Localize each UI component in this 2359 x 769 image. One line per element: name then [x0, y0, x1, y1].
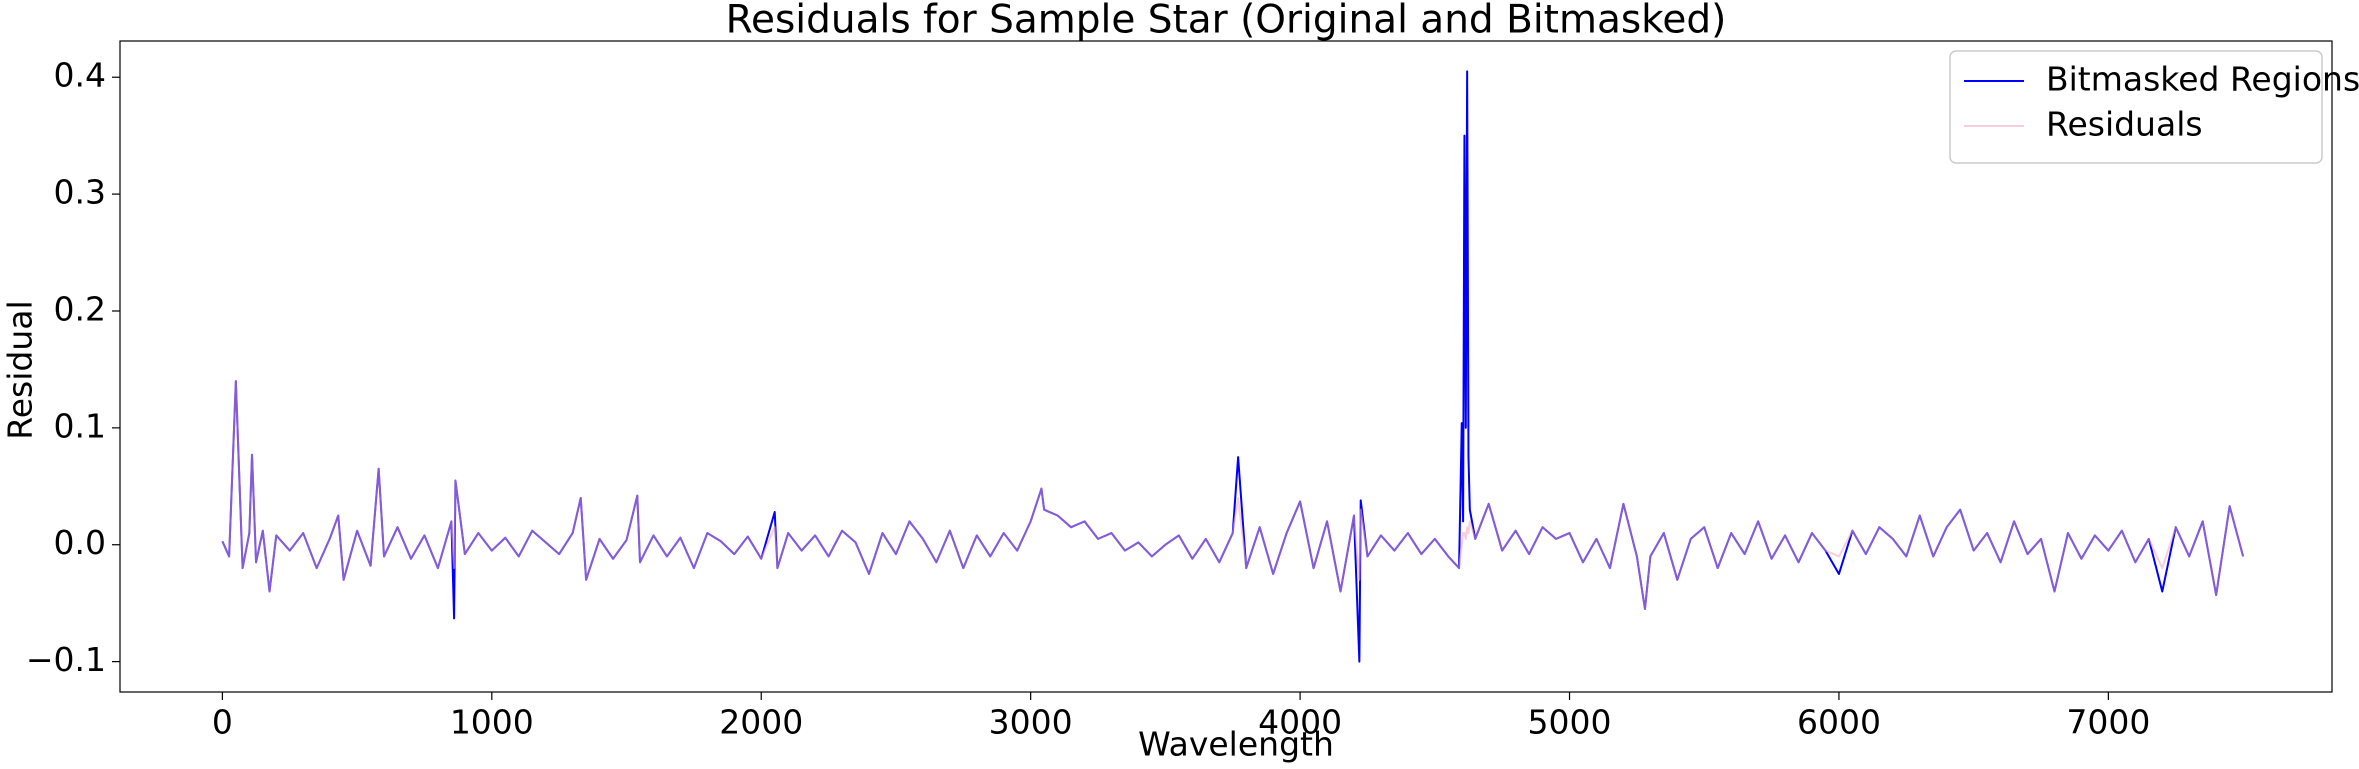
x-tick-label: 7000 [2066, 703, 2150, 742]
y-tick-label: 0.0 [54, 523, 106, 562]
plot-frame [119, 40, 2333, 693]
legend-box [1949, 50, 2323, 164]
y-tick-label: 0.1 [54, 406, 106, 445]
legend: Bitmasked Regions Residuals [1949, 50, 2359, 164]
y-tick-label: −0.1 [26, 640, 106, 679]
x-tick-label: 6000 [1797, 703, 1881, 742]
y-axis-label: Residual [1, 300, 40, 439]
x-tick-label: 3000 [989, 703, 1073, 742]
x-tick-label: 2000 [719, 703, 803, 742]
x-axis-label: Wavelength [1138, 725, 1334, 764]
y-tick-label: 0.2 [54, 289, 106, 328]
chart-title: Residuals for Sample Star (Original and … [726, 0, 1727, 43]
legend-label: Bitmasked Regions [2046, 60, 2359, 99]
legend-label: Residuals [2046, 105, 2203, 144]
x-tick-label: 0 [212, 703, 233, 742]
x-tick-label: 1000 [450, 703, 534, 742]
y-tick-label: 0.3 [54, 173, 106, 212]
x-tick-label: 4000 [1258, 703, 1342, 742]
series-line [221, 380, 2245, 611]
x-tick-label: 5000 [1528, 703, 1612, 742]
series-line [221, 70, 2245, 663]
y-tick-label: 0.4 [54, 56, 106, 95]
